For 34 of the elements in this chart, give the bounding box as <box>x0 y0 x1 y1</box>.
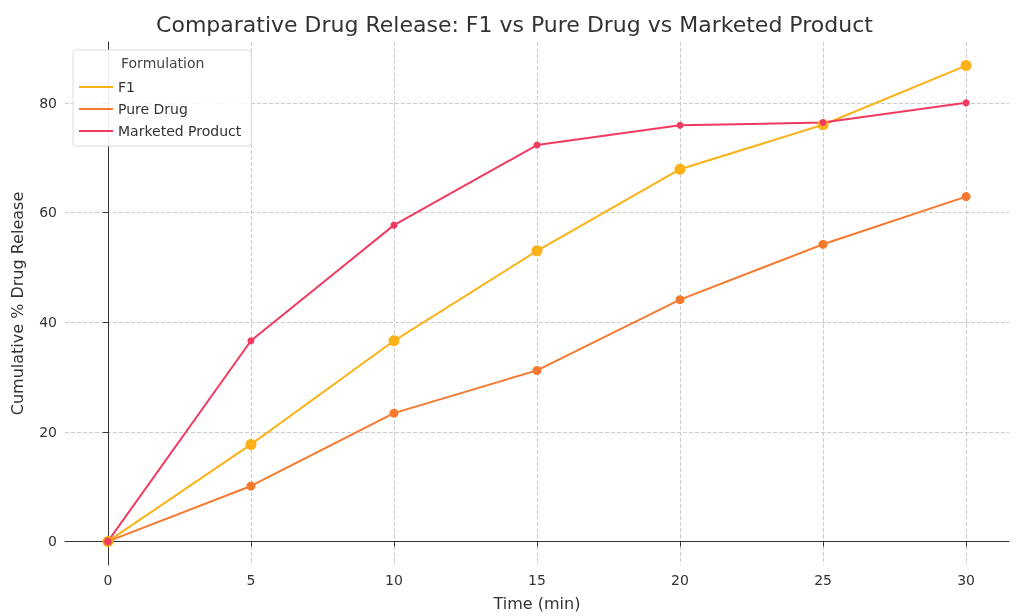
point <box>676 121 684 129</box>
point <box>960 60 972 72</box>
legend-label: Marketed Product <box>118 123 242 139</box>
x-tick-label: 30 <box>957 572 975 588</box>
point <box>819 119 827 127</box>
x-tick-label: 0 <box>103 572 113 588</box>
y-tick-label: 0 <box>48 533 57 550</box>
point <box>962 99 970 107</box>
legend-title: Formulation <box>121 55 205 71</box>
x-tick-label: 15 <box>528 572 546 588</box>
x-tick-label: 5 <box>246 572 256 588</box>
point <box>389 408 399 418</box>
point <box>961 192 971 202</box>
point <box>245 438 257 450</box>
x-tick-label: 10 <box>385 572 403 588</box>
y-tick-label: 80 <box>39 94 57 111</box>
point <box>674 163 686 175</box>
point <box>532 365 542 375</box>
chart-title: Comparative Drug Release: F1 vs Pure Drug vs Marketed Product <box>156 11 874 37</box>
x-tick-label: 20 <box>671 572 689 588</box>
point <box>246 481 256 491</box>
y-tick-label: 40 <box>39 314 57 331</box>
x-axis-title: Time (min) <box>492 593 581 613</box>
point <box>531 245 543 257</box>
point <box>675 295 685 305</box>
y-tick-label: 20 <box>39 423 57 440</box>
legend-label: Pure Drug <box>118 101 188 117</box>
y-axis-title: Cumulative % Drug Release <box>7 191 27 416</box>
x-tick-label: 25 <box>814 572 832 588</box>
y-tick-label: 60 <box>39 204 57 221</box>
point <box>388 335 400 347</box>
legend-label: F1 <box>118 79 135 95</box>
point <box>247 337 255 345</box>
point <box>818 239 828 249</box>
